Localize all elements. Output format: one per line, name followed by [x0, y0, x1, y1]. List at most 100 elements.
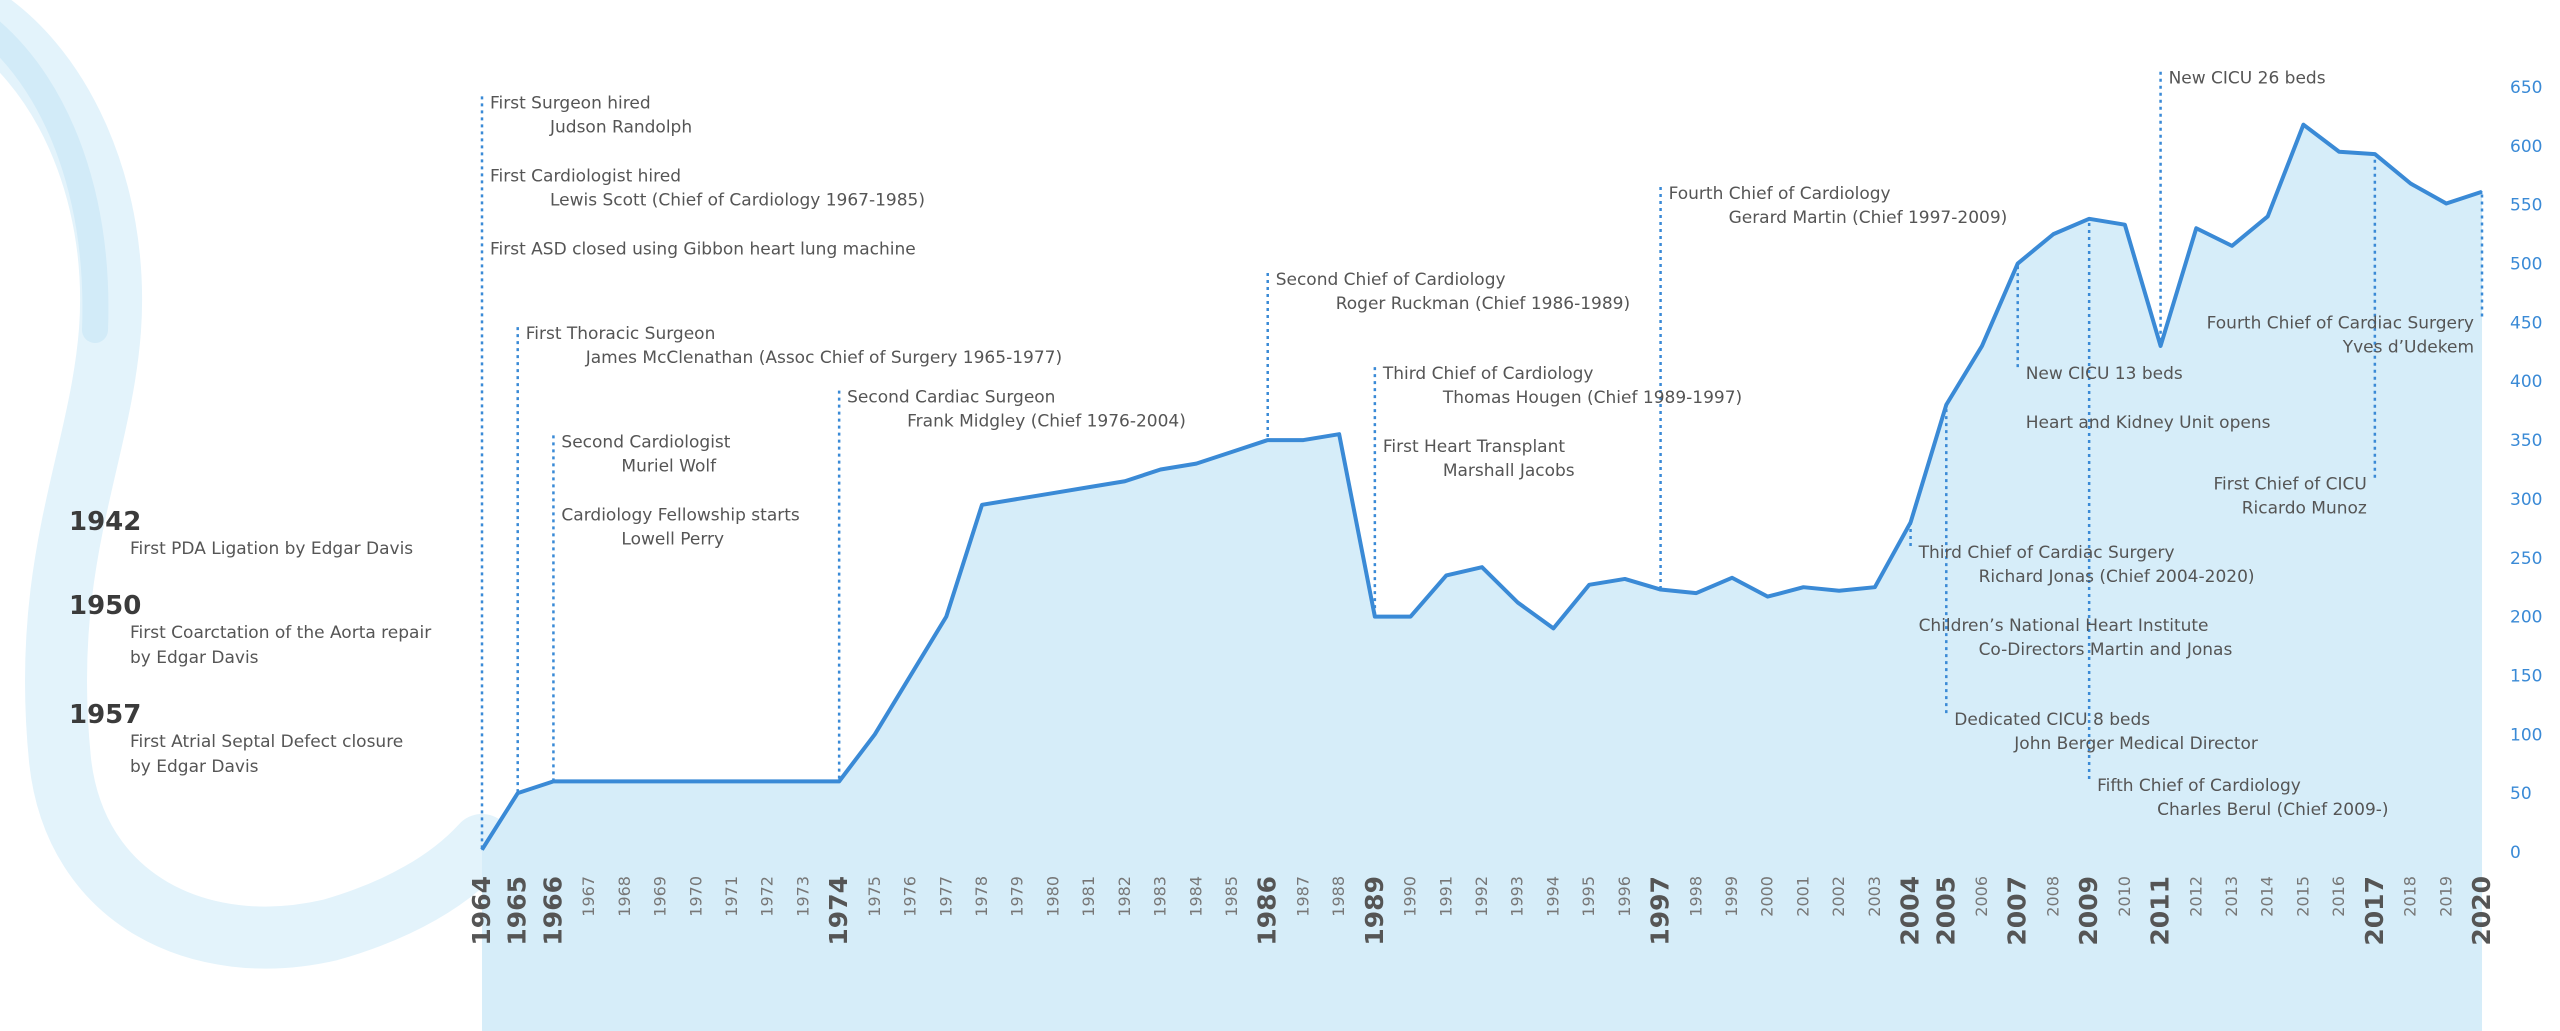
- data-point: [802, 780, 805, 782]
- x-tick-label: 2020: [2467, 876, 2496, 946]
- annotation: First Surgeon hired Judson Randolph First …: [490, 93, 925, 259]
- history-text: First PDA Ligation by Edgar Davis: [130, 539, 413, 559]
- x-tick-label: 1964: [467, 876, 496, 946]
- data-point: [981, 504, 983, 506]
- x-tick-label: 1973: [793, 876, 812, 917]
- annotation-title: New CICU 26 beds: [2169, 69, 2326, 89]
- data-point: [1624, 578, 1626, 580]
- x-tick-label: 1983: [1151, 876, 1170, 917]
- x-tick-label: 1994: [1543, 876, 1562, 917]
- x-tick-label: 1966: [538, 876, 567, 946]
- x-tick-label: 1981: [1079, 876, 1098, 917]
- x-tick-label: 2005: [1931, 876, 1960, 946]
- y-axis: 0 50 100 150 200 250 300 350 400 450 500 550 600 650: [2510, 78, 2542, 863]
- data-point: [1874, 586, 1876, 588]
- annotation-title: Third Chief of Cardiology: [1382, 364, 1594, 384]
- data-point: [2481, 191, 2483, 193]
- annotation-subtitle: Co-Directors Martin and Jonas: [1979, 640, 2233, 660]
- x-tick-label: 1992: [1472, 876, 1491, 917]
- x-tick-label: 2006: [1972, 876, 1991, 917]
- data-point: [2267, 215, 2269, 218]
- x-tick-label: 2000: [1758, 876, 1777, 917]
- x-tick-label: 1979: [1008, 876, 1027, 917]
- data-point: [2017, 262, 2019, 265]
- annotation-labels: First Surgeon hired Judson Randolph First …: [490, 69, 2474, 820]
- area-layer: [482, 124, 2482, 1031]
- annotation-subtitle: John Berger Medical Director: [2013, 734, 2258, 754]
- x-tick-label: 1999: [1722, 876, 1741, 917]
- annotation: Third Chief of Cardiac Surgery Richard Jo…: [1918, 543, 2255, 660]
- data-point: [945, 616, 947, 618]
- data-point: [1802, 586, 1805, 588]
- annotation: New CICU 26 beds: [2169, 69, 2326, 89]
- annotation-title: Second Cardiac Surgeon: [847, 388, 1055, 408]
- y-tick-label: 50: [2510, 784, 2532, 804]
- x-tick-label: 1990: [1401, 876, 1420, 917]
- x-tick-label: 1969: [651, 876, 670, 917]
- annotation-subtitle: Lowell Perry: [621, 529, 724, 549]
- annotation-title: First ASD closed using Gibbon heart lung…: [490, 239, 916, 259]
- data-point: [2409, 182, 2412, 185]
- data-point: [1195, 463, 1197, 465]
- x-tick-label: 1971: [722, 876, 741, 917]
- annotation-title: Second Chief of Cardiology: [1276, 270, 1506, 290]
- x-tick-label: 2001: [1793, 876, 1812, 917]
- y-tick-label: 350: [2510, 431, 2542, 451]
- data-point: [1731, 577, 1733, 579]
- annotation: Second Chief of Cardiology Roger Ruckman …: [1276, 270, 1630, 314]
- annotation: New CICU 13 beds Heart and Kidney Unit op…: [2026, 364, 2271, 433]
- annotation: Second Cardiologist Muriel Wolf Cardiology…: [561, 432, 799, 549]
- x-tick-label: 2002: [1829, 876, 1848, 917]
- annotation-title: First Thoracic Surgeon: [526, 324, 716, 344]
- x-axis: 1964 1965 1966 1967 1968 1969 1970 1971 1972 1973…: [467, 876, 2496, 946]
- data-point: [1017, 498, 1019, 500]
- annotation: Fourth Chief of Cardiology Gerard Martin …: [1669, 184, 2008, 228]
- data-point: [1231, 451, 1233, 453]
- x-tick-label: 2017: [2360, 876, 2389, 946]
- data-point: [1767, 596, 1769, 598]
- data-point: [659, 780, 662, 782]
- annotation-subtitle: Muriel Wolf: [621, 456, 717, 476]
- annotation-title: First Cardiologist hired: [490, 166, 681, 186]
- annotation-subtitle: Thomas Hougen (Chief 1989-1997): [1442, 388, 1742, 408]
- data-point: [2374, 153, 2376, 155]
- data-point: [2052, 233, 2055, 235]
- annotation-subtitle: Richard Jonas (Chief 2004-2020): [1979, 567, 2255, 587]
- x-tick-label: 2011: [2146, 876, 2175, 946]
- annotation: Fifth Chief of Cardiology Charles Berul (…: [2097, 776, 2388, 820]
- data-point: [731, 780, 733, 782]
- x-tick-label: 2010: [2115, 876, 2134, 917]
- annotation-guides: [480, 71, 2484, 850]
- data-point: [1302, 439, 1305, 441]
- data-point: [1945, 404, 1947, 406]
- data-point: [2195, 227, 2197, 229]
- data-point: [1338, 433, 1340, 435]
- x-tick-label: 2007: [2003, 876, 2032, 946]
- x-tick-label: 1974: [824, 876, 853, 946]
- annotation-subtitle: Charles Berul (Chief 2009-): [2157, 800, 2388, 820]
- x-tick-label: 1998: [1686, 876, 1705, 917]
- annotation: Fourth Chief of Cardiac Surgery Yves d’Ud…: [2207, 314, 2474, 358]
- annotation-title: First Surgeon hired: [490, 93, 651, 113]
- x-tick-label: 1965: [503, 876, 532, 946]
- annotation: Second Cardiac Surgeon Frank Midgley (Chi…: [847, 388, 1186, 432]
- annotation-title: First Chief of CICU: [2213, 475, 2366, 495]
- x-tick-label: 1982: [1115, 876, 1134, 917]
- annotation-title: Children’s National Heart Institute: [1919, 616, 2209, 636]
- x-tick-label: 2016: [2329, 876, 2348, 917]
- x-tick-label: 2003: [1865, 876, 1884, 917]
- annotation-subtitle: Ricardo Munoz: [2242, 499, 2367, 519]
- data-point: [1517, 601, 1519, 604]
- data-point: [1052, 492, 1055, 494]
- data-point: [695, 780, 697, 782]
- x-tick-label: 1972: [758, 876, 777, 917]
- data-point: [1552, 627, 1555, 629]
- annotation-subtitle: Lewis Scott (Chief of Cardiology 1967-19…: [550, 190, 925, 210]
- x-tick-label: 2013: [2222, 876, 2241, 917]
- data-point: [2231, 245, 2233, 247]
- annotation-title: Heart and Kidney Unit opens: [2026, 413, 2271, 433]
- data-point: [1409, 616, 1412, 618]
- annotation-title: Second Cardiologist: [561, 432, 730, 452]
